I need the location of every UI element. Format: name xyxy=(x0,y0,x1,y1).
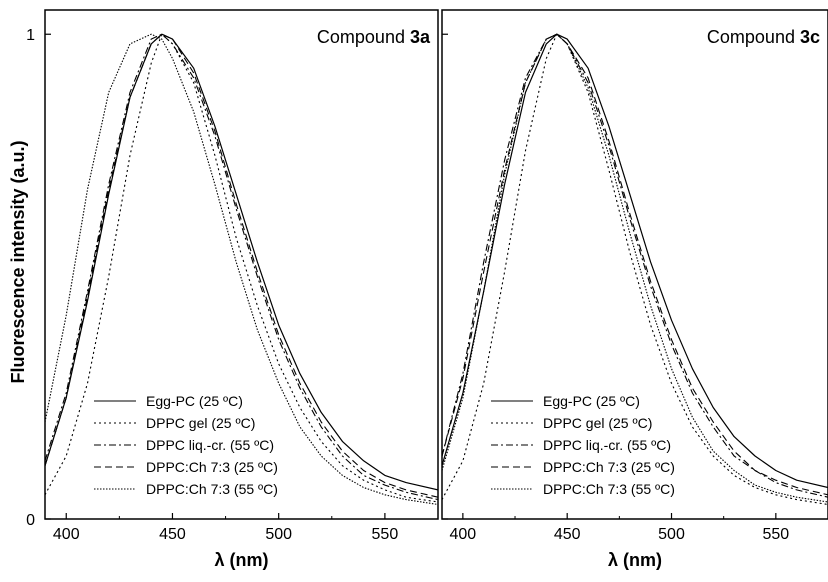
series-line-4 xyxy=(442,33,828,503)
x-tick-label: 550 xyxy=(762,526,789,543)
panels: 400 450 500 550 0 1 λ (nm) Compound 3a Egg-PC (2… xyxy=(26,9,828,570)
legend-label: Egg-PC (25 ºC) xyxy=(543,393,640,409)
series-line-1 xyxy=(442,33,828,506)
legend-label: Egg-PC (25 ºC) xyxy=(146,393,243,409)
plot-frame xyxy=(44,9,439,520)
x-axis-title: λ (nm) xyxy=(608,550,662,570)
series-group xyxy=(442,33,828,506)
legend-label: DPPC liq.-cr. (55 ºC) xyxy=(543,437,671,453)
series-group xyxy=(45,33,438,506)
series-line-2 xyxy=(45,33,438,501)
plot-frame xyxy=(441,9,828,520)
x-tick-label: 450 xyxy=(554,526,581,543)
series-line-4 xyxy=(45,33,438,506)
series-line-1 xyxy=(45,33,438,503)
legend-label: DPPC:Ch 7:3 (25 ºC) xyxy=(543,459,675,475)
y-tick-label: 0 xyxy=(26,512,35,529)
legend-label: DPPC gel (25 ºC) xyxy=(146,415,255,431)
series-line-0 xyxy=(45,33,438,491)
series-line-0 xyxy=(442,33,828,489)
panel-3a: 400 450 500 550 0 1 λ (nm) Compound 3a Egg-PC (2… xyxy=(26,9,439,570)
panel-3c: 400 450 500 550 λ (nm) Compound 3c Egg-PC (25 … xyxy=(441,9,828,570)
x-tick-label: 550 xyxy=(372,526,399,543)
panel-title: Compound 3a xyxy=(317,27,431,47)
legend-label: DPPC liq.-cr. (55 ºC) xyxy=(146,437,274,453)
legend: Egg-PC (25 ºC) DPPC gel (25 ºC) DPPC liq.-… xyxy=(94,393,278,497)
x-tick-label: 500 xyxy=(265,526,292,543)
series-line-3 xyxy=(442,33,828,496)
x-tick-label: 400 xyxy=(450,526,477,543)
x-tick-label: 500 xyxy=(658,526,685,543)
legend-label: DPPC:Ch 7:3 (55 ºC) xyxy=(146,481,278,497)
x-tick-label: 450 xyxy=(159,526,186,543)
legend-label: DPPC:Ch 7:3 (25 ºC) xyxy=(146,459,278,475)
legend-label: DPPC:Ch 7:3 (55 ºC) xyxy=(543,481,675,497)
y-tick-label: 1 xyxy=(26,27,35,44)
series-line-3 xyxy=(45,33,438,498)
x-tick-label: 400 xyxy=(53,526,80,543)
legend-label: DPPC gel (25 ºC) xyxy=(543,415,652,431)
panel-title: Compound 3c xyxy=(707,27,820,47)
y-axis-title: Fluorescence intensity (a.u.) xyxy=(8,140,28,383)
series-line-2 xyxy=(442,33,828,498)
legend: Egg-PC (25 ºC) DPPC gel (25 ºC) DPPC liq.-… xyxy=(491,393,675,497)
x-axis-title: λ (nm) xyxy=(215,550,269,570)
